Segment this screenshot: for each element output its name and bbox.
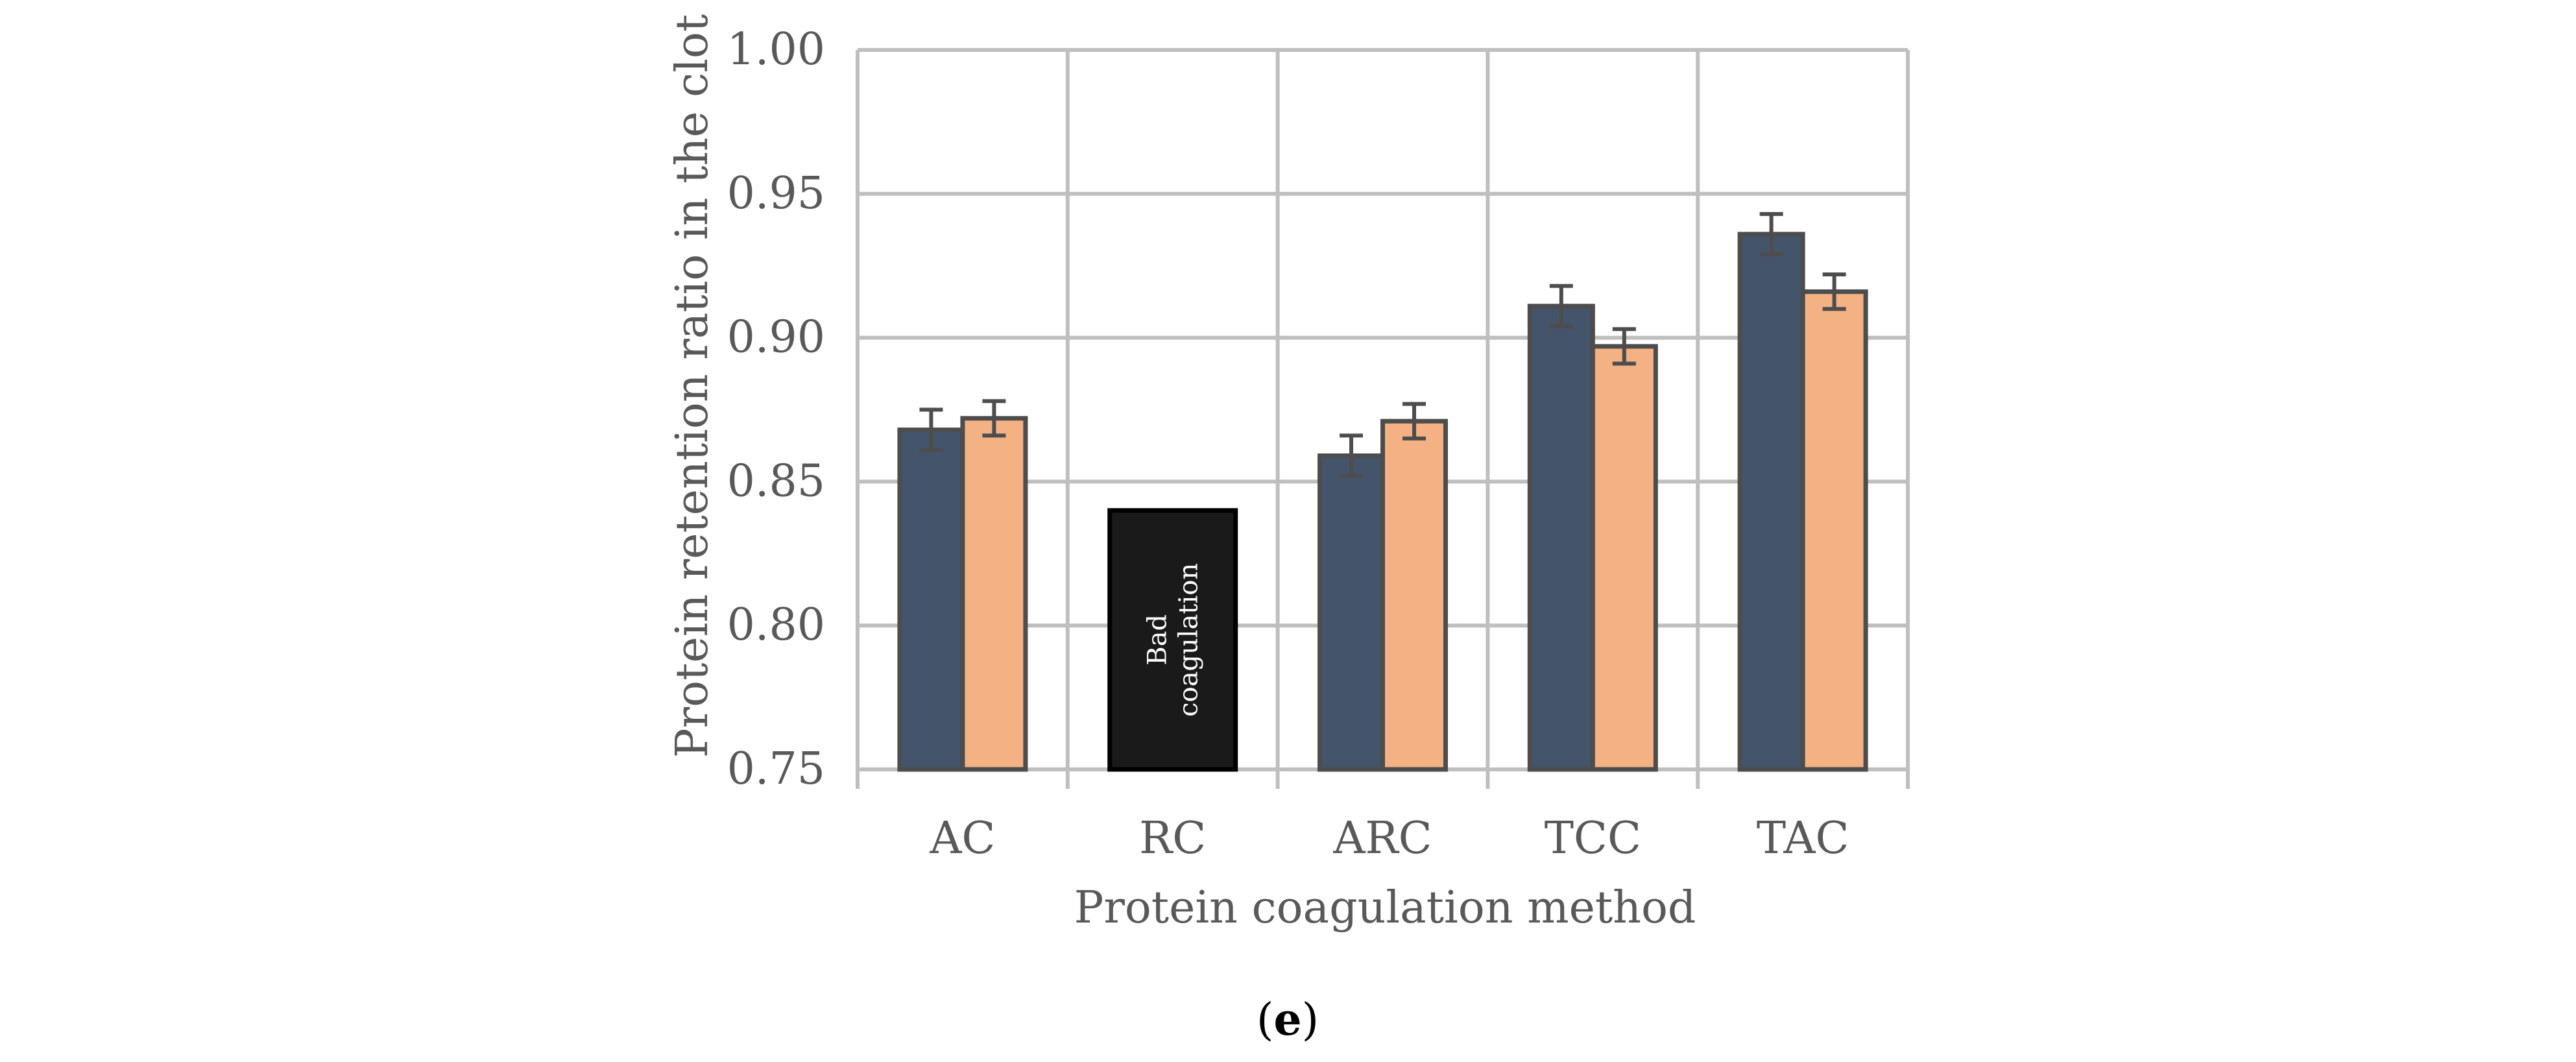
y-axis-title: Protein retention ratio in the clot	[667, 14, 718, 758]
y-tick-labels: 0.75 0.80 0.85 0.90 0.95 1.00	[727, 24, 825, 795]
bar	[1380, 418, 1448, 772]
bar	[1527, 304, 1595, 772]
bar	[960, 416, 1028, 772]
y-tick-label: 0.85	[727, 455, 825, 507]
x-axis-title: Protein coagulation method	[1074, 882, 1696, 934]
bar-group	[897, 211, 1868, 772]
bad-coagulation-label-line2: coagulation	[1174, 563, 1204, 717]
panel-label-letter: e	[1273, 994, 1301, 1046]
x-tick-label: AC	[929, 813, 995, 864]
grid-lines	[856, 48, 1910, 789]
bar	[1590, 344, 1658, 772]
x-tick-labels: AC RC ARC TCC TAC	[929, 813, 1849, 864]
panel-label-close: )	[1302, 995, 1319, 1046]
x-tick-label: TCC	[1545, 813, 1641, 864]
panel-label-open: (	[1257, 995, 1274, 1046]
bar	[1800, 289, 1868, 772]
x-tick-label: ARC	[1332, 813, 1432, 864]
bad-coagulation-annotation: Bad coagulation	[1107, 508, 1238, 772]
y-tick-label: 0.80	[727, 599, 825, 651]
bad-coagulation-label-line1: Bad	[1143, 614, 1173, 666]
bad-coagulation-box	[1107, 508, 1238, 772]
y-tick-label: 1.00	[727, 24, 825, 75]
panel-label: (e)	[1257, 994, 1319, 1046]
y-tick-label: 0.75	[727, 743, 825, 795]
x-tick-label: RC	[1139, 813, 1206, 864]
bar	[1318, 453, 1385, 772]
x-tick-label: TAC	[1757, 813, 1849, 864]
y-tick-label: 0.95	[727, 168, 825, 219]
y-tick-label: 0.90	[727, 312, 825, 363]
bar	[897, 428, 965, 772]
bar	[1737, 232, 1805, 772]
